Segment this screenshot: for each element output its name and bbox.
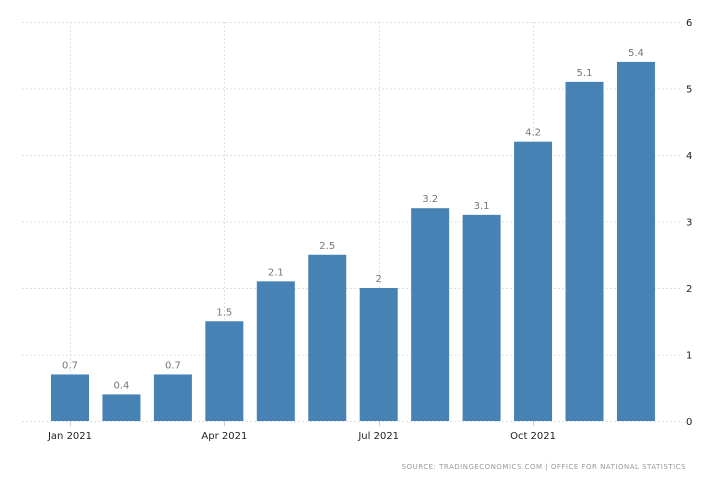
bar-2 [102, 394, 141, 421]
y-tick-label: 0 [686, 417, 692, 428]
y-tick-label: 4 [686, 151, 692, 162]
y-tick-label: 1 [686, 351, 692, 362]
x-tick-label: Oct 2021 [510, 431, 556, 442]
data-label: 0.4 [113, 380, 129, 391]
source-text: SOURCE: TRADINGECONOMICS.COM | OFFICE FO… [402, 463, 686, 471]
data-label: 0.7 [62, 360, 78, 371]
bar-1 [51, 374, 89, 421]
bar-7 [359, 288, 398, 421]
y-tick-label: 6 [686, 18, 692, 29]
x-tick-label: Apr 2021 [201, 431, 247, 442]
bar-layer [51, 61, 655, 422]
data-label: 1.5 [216, 307, 232, 318]
y-tick-label: 3 [686, 218, 692, 229]
bar-9 [462, 214, 501, 421]
x-tick-label: Jan 2021 [47, 431, 92, 442]
x-tick-label: Jul 2021 [357, 431, 399, 442]
label-layer: 0 1 2 3 4 5 6 Jan 2021 Apr 2021 Jul 2021 Oct 2021 0… [47, 18, 692, 442]
bar-11 [565, 81, 604, 421]
data-label: 5.1 [577, 68, 593, 79]
y-tick-label: 2 [686, 284, 692, 295]
bar-5 [256, 281, 295, 421]
data-label: 3.2 [422, 194, 438, 205]
bar-8 [411, 208, 450, 421]
bar-10 [514, 141, 553, 421]
data-label: 5.4 [628, 48, 644, 59]
data-label: 0.7 [165, 360, 181, 371]
bar-4 [205, 321, 244, 421]
data-label: 2.1 [268, 267, 284, 278]
y-tick-label: 5 [686, 85, 692, 96]
bar-6 [308, 254, 347, 421]
bar-3 [153, 374, 192, 421]
data-label: 4.2 [525, 128, 541, 139]
data-label: 2 [376, 274, 382, 285]
data-label: 3.1 [474, 201, 490, 212]
bar-12 [616, 61, 655, 422]
data-label: 2.5 [319, 241, 335, 252]
